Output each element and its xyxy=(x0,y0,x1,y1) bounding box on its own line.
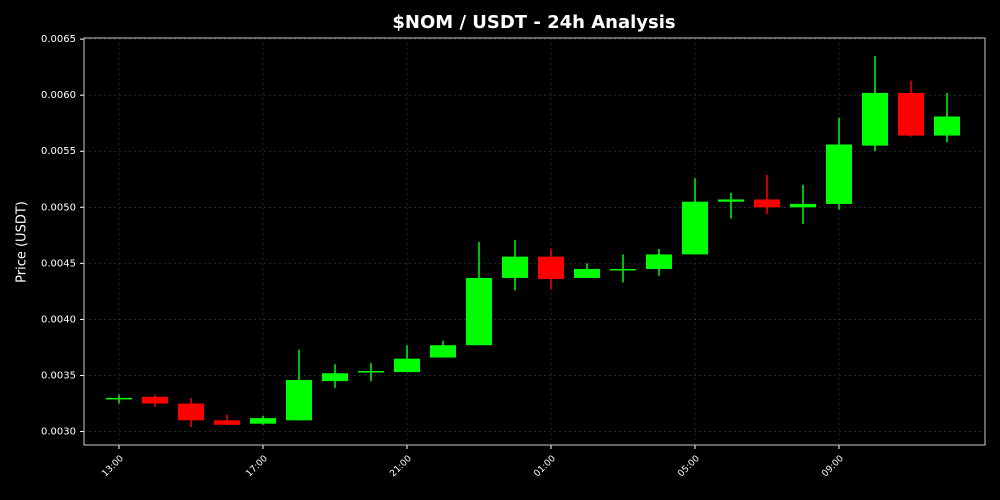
candle-body xyxy=(574,268,600,278)
x-tick-label: 13:00 xyxy=(100,454,126,480)
plot-frame xyxy=(83,37,986,446)
candle-body xyxy=(646,254,672,269)
y-tick-label: 0.0030 xyxy=(41,427,76,438)
y-tick-label: 0.0065 xyxy=(41,34,76,45)
y-axis-label: Price (USDT) xyxy=(15,201,30,283)
x-tick-label: 17:00 xyxy=(244,454,270,480)
x-tick-label: 09:00 xyxy=(820,454,846,480)
x-tick-label: 05:00 xyxy=(676,454,702,480)
y-tick-label: 0.0055 xyxy=(41,146,76,157)
x-tick-label: 21:00 xyxy=(388,454,414,480)
candle-body xyxy=(142,396,168,404)
candle-body xyxy=(358,371,384,373)
candle-body xyxy=(286,379,312,421)
y-tick-label: 0.0050 xyxy=(41,202,76,213)
candle-body xyxy=(250,418,276,424)
candle-body xyxy=(394,358,420,373)
candle-body xyxy=(826,144,852,204)
y-tick-label: 0.0035 xyxy=(41,370,76,381)
candle-body xyxy=(934,116,960,136)
candle-body xyxy=(430,345,456,358)
candle-body xyxy=(682,201,708,255)
candle-body xyxy=(502,256,528,278)
candle-body xyxy=(610,268,636,271)
y-tick-label: 0.0040 xyxy=(41,314,76,325)
x-tick-label: 01:00 xyxy=(532,454,558,480)
candle-body xyxy=(322,373,348,382)
candle-body xyxy=(754,199,780,208)
candle-body xyxy=(214,420,240,425)
candle-body xyxy=(718,199,744,202)
candle-body xyxy=(790,203,816,208)
candle-body xyxy=(466,277,492,346)
candle-body xyxy=(178,403,204,421)
candle-body xyxy=(862,92,888,146)
candle-body xyxy=(106,397,132,400)
candle-body xyxy=(538,256,564,280)
candle-body xyxy=(898,92,924,136)
y-tick-label: 0.0045 xyxy=(41,258,76,269)
chart-title: $NOM / USDT - 24h Analysis xyxy=(392,12,675,33)
y-tick-label: 0.0060 xyxy=(41,90,76,101)
